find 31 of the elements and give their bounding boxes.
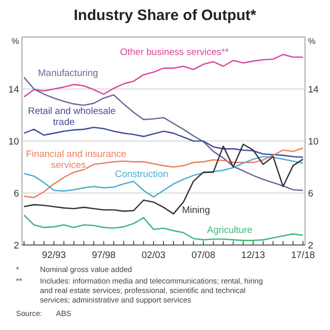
line-series: [23, 214, 304, 242]
line-series: [23, 148, 304, 198]
series-label: Mining: [182, 205, 210, 216]
x-tick-label: 12/13: [241, 250, 266, 261]
y2-tick-label: 14: [308, 84, 319, 96]
x-tick-label: 07/08: [191, 250, 216, 261]
series-label: Construction: [115, 169, 168, 180]
y-tick-label: 6: [14, 188, 19, 200]
x-tick-label: 17/18: [291, 250, 315, 261]
x-tick-label: 97/98: [92, 250, 116, 261]
line-series: [23, 126, 304, 158]
x-tick-label: 02/03: [142, 250, 166, 261]
series-label: Retail and wholesale trade: [28, 106, 116, 128]
line-series: [23, 156, 304, 198]
y2-tick-label: 2: [308, 240, 314, 252]
y-tick-label: 14: [8, 84, 19, 96]
y2-tick-label: 6: [308, 188, 314, 200]
series-label: Financial and insurance services: [26, 149, 126, 171]
series-label: Manufacturing: [38, 68, 98, 79]
y-tick-label: 2: [14, 240, 19, 252]
line-series: [23, 54, 304, 98]
series-label: Agriculture: [207, 225, 252, 236]
y2-tick-label: 10: [308, 136, 319, 148]
line-series: [23, 76, 304, 192]
x-tick-label: 92/93: [42, 250, 66, 261]
chart-title: Industry Share of Output*: [74, 7, 256, 24]
y-tick-label: 10: [8, 136, 19, 148]
y2-axis-title: %: [308, 36, 316, 46]
y-axis-title: %: [11, 36, 20, 46]
series-label: Other business services**: [120, 47, 230, 58]
line-series: [23, 144, 304, 214]
